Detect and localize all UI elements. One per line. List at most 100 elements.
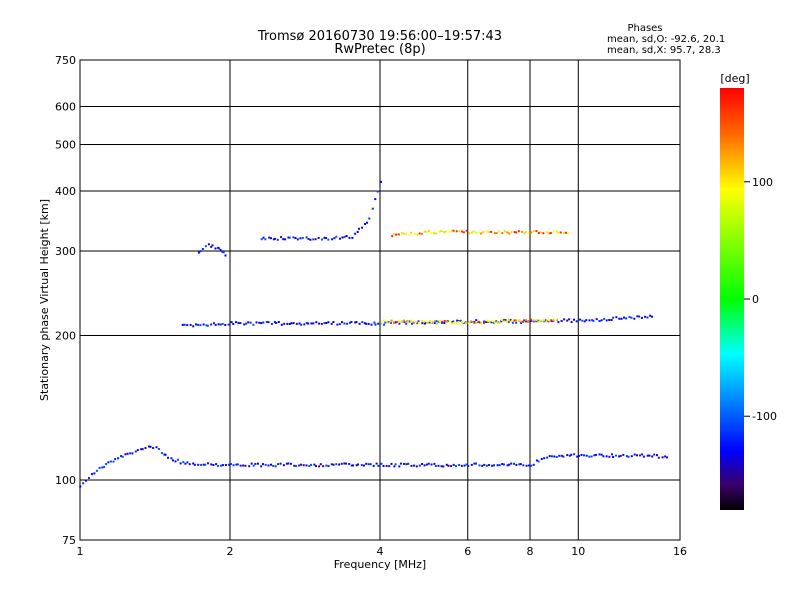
colorbar-tick-label: -100 [752, 410, 777, 423]
data-point-o [214, 323, 217, 326]
data-point-o [508, 463, 511, 466]
data-point-o [315, 465, 317, 468]
data-point-o [633, 453, 636, 456]
data-point-o [585, 319, 588, 322]
data-point-o [219, 323, 222, 326]
data-point-o [85, 479, 87, 482]
data-point-o [323, 236, 326, 239]
data-point-x [392, 233, 395, 236]
data-point-o [598, 453, 601, 456]
data-point-o [287, 462, 290, 465]
data-point-o [186, 461, 189, 464]
data-point-o [325, 322, 328, 324]
data-point-o [279, 462, 282, 465]
data-point-o [350, 464, 353, 467]
data-point-o [465, 463, 468, 466]
data-point-o [292, 322, 295, 325]
data-point-x [446, 321, 448, 324]
data-point-x [408, 233, 411, 236]
data-point-o [515, 463, 518, 466]
data-point-o [321, 238, 323, 241]
data-point-o [384, 321, 387, 324]
data-point-o [415, 465, 418, 468]
data-point-x [464, 322, 467, 325]
data-point-x [539, 231, 542, 234]
data-point-o [277, 463, 280, 466]
data-point-o [568, 454, 571, 457]
data-point-o [576, 455, 579, 458]
data-point-o [365, 322, 368, 325]
data-point-o [573, 318, 575, 321]
data-point-o [126, 452, 129, 455]
data-point-o [112, 460, 115, 463]
data-point-o [367, 463, 370, 466]
y-tick-label: 500 [55, 139, 76, 152]
data-point-o [343, 462, 346, 465]
data-point-x [493, 321, 496, 324]
data-point-o [205, 324, 208, 327]
data-point-x [482, 322, 485, 324]
data-point-o [199, 324, 202, 327]
data-point-o [594, 453, 597, 456]
data-point-x [438, 230, 441, 233]
data-point-o [445, 463, 448, 466]
data-point-o [623, 316, 625, 319]
data-point-o [335, 463, 338, 466]
data-point-o [292, 236, 295, 239]
data-point-x [507, 318, 510, 321]
data-point-o [611, 453, 613, 456]
data-point-x [559, 231, 562, 234]
data-point-o [302, 464, 305, 467]
data-point-o [227, 323, 230, 326]
data-point-o [618, 317, 621, 320]
data-point-o [641, 453, 644, 456]
data-point-o [485, 321, 488, 323]
data-point-o [330, 322, 333, 325]
data-point-o [237, 321, 240, 324]
data-point-o [458, 464, 461, 466]
data-point-o [177, 458, 179, 461]
data-point-o [405, 463, 408, 466]
data-point-o [117, 457, 120, 460]
data-point-o [361, 226, 364, 229]
data-point-o [114, 458, 117, 461]
data-point-o [277, 321, 280, 323]
data-point-x [391, 235, 394, 238]
data-point-o [447, 464, 450, 467]
data-point-o [433, 322, 436, 324]
data-point-o [300, 323, 303, 326]
data-point-o [242, 464, 245, 467]
data-point-x [518, 319, 520, 322]
data-point-x [552, 318, 555, 321]
data-point-x [537, 320, 540, 323]
data-point-x [565, 231, 568, 234]
data-point-o [639, 454, 641, 457]
data-point-o [186, 324, 189, 327]
data-point-x [417, 321, 420, 324]
data-point-o [374, 198, 377, 201]
data-point-o [603, 317, 606, 320]
data-point-o [360, 464, 363, 467]
data-point-o [491, 464, 494, 467]
data-point-o [570, 321, 573, 324]
data-point-o [305, 464, 308, 467]
data-point-o [188, 463, 191, 466]
data-point-o [103, 465, 106, 468]
data-point-x [503, 230, 506, 233]
data-point-o [657, 456, 660, 459]
data-point-o [310, 322, 313, 325]
data-point-x [415, 321, 417, 324]
data-point-x [557, 231, 560, 234]
data-point-x [441, 320, 444, 323]
data-point-x [455, 322, 458, 325]
data-point-o [425, 463, 428, 466]
data-point-x [433, 232, 436, 235]
data-point-o [375, 462, 378, 465]
data-point-x [461, 321, 463, 324]
data-point-o [285, 462, 288, 465]
data-point-x [556, 230, 558, 233]
data-point-o [202, 463, 205, 466]
data-point-o [295, 322, 298, 325]
data-point-o [583, 454, 585, 457]
data-point-o [167, 456, 169, 459]
